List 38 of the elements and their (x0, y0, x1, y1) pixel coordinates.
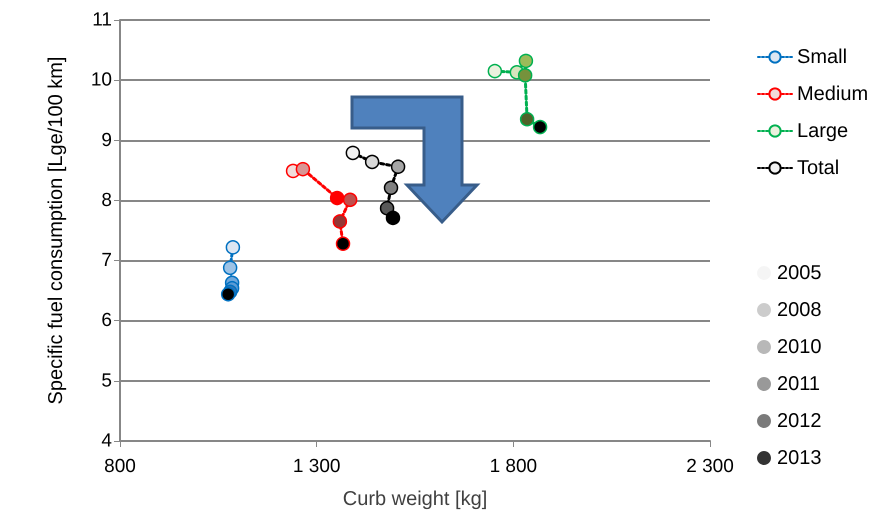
legend-label: 2011 (777, 373, 820, 395)
point (346, 146, 360, 160)
y-tick-label: 11 (92, 10, 112, 30)
y-tick-label: 9 (101, 130, 112, 151)
point (222, 260, 238, 276)
point (364, 154, 380, 170)
y-axis-title: Specific fuel consumption [Lge/100 km] (45, 56, 67, 404)
point (518, 54, 534, 68)
point (518, 68, 532, 83)
point (296, 162, 310, 176)
point (342, 192, 358, 208)
point (384, 180, 398, 196)
legend-label: Large (797, 120, 848, 142)
x-tick-label: 1 300 (292, 456, 340, 477)
y-tick-label: 6 (101, 310, 112, 332)
y-tick-label: 10 (90, 70, 112, 91)
point (226, 240, 240, 255)
point (390, 160, 406, 174)
y-tick-label: 8 (101, 190, 112, 211)
y-tick-label: 4 (101, 430, 112, 452)
legend-label: 2013 (777, 447, 822, 469)
point (488, 64, 502, 78)
point (520, 112, 534, 126)
x-tick-label: 2 300 (686, 456, 734, 477)
legend-label: 2008 (777, 299, 822, 321)
point (332, 214, 348, 229)
x-tick-label: 1 800 (490, 456, 538, 477)
y-tick-label: 7 (101, 250, 112, 272)
legend-label: Small (797, 46, 848, 68)
x-axis-title: Curb weight [kg] (342, 488, 488, 510)
x-tick-label: 800 (104, 456, 136, 477)
legend-label: 2005 (777, 262, 822, 284)
legend-label: 2010 (777, 336, 822, 358)
legend-label: 2012 (777, 410, 822, 432)
legend-label: Medium (797, 83, 868, 105)
y-tick-label: 5 (101, 370, 112, 392)
legend-label: Total (797, 157, 840, 179)
point (330, 190, 344, 206)
